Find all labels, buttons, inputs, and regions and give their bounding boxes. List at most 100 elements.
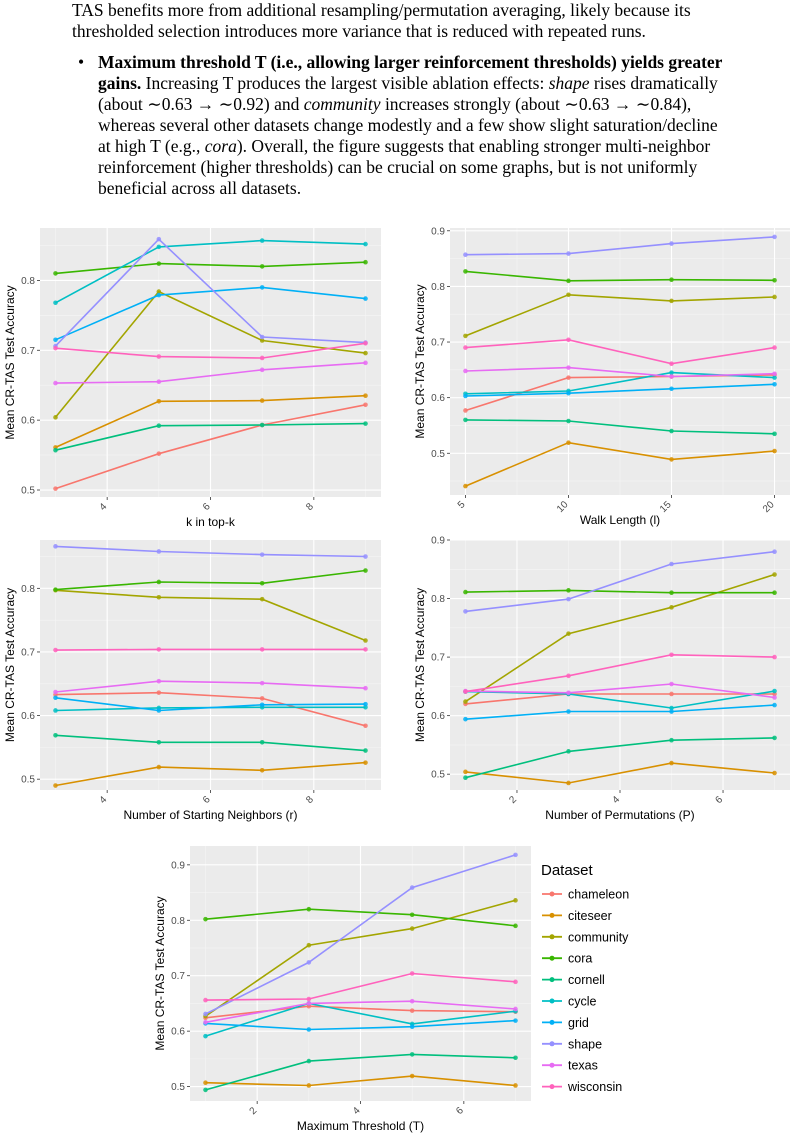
data-point-shape (566, 251, 571, 256)
data-point-cora (566, 588, 571, 593)
data-point-wisconsin (772, 654, 777, 660)
y-tick-label: 0.5 (431, 449, 445, 460)
data-point-cycle (772, 375, 777, 380)
y-tick-label: 0.9 (171, 860, 185, 871)
legend-label: cycle (568, 995, 597, 1009)
legend-label: citeseer (568, 909, 612, 923)
data-point-cornell (566, 418, 571, 424)
data-point-wisconsin (203, 997, 208, 1003)
data-point-cornell (156, 423, 162, 429)
data-point-cora (306, 906, 312, 912)
data-point-grid (669, 386, 674, 392)
data-point-cycle (53, 300, 58, 306)
data-point-texas (203, 1019, 208, 1025)
data-point-shape (53, 544, 58, 549)
data-point-shape (669, 561, 674, 567)
data-point-grid (363, 701, 368, 707)
data-point-chameleon (409, 1008, 415, 1013)
data-point-chameleon (156, 451, 162, 456)
data-point-cornell (409, 1052, 415, 1057)
data-point-shape (259, 552, 265, 557)
data-point-community (156, 289, 162, 294)
data-point-grid (306, 1027, 312, 1032)
data-point-texas (669, 681, 674, 687)
x-tick-label: 8 (304, 794, 316, 806)
data-point-cornell (363, 748, 368, 753)
data-point-wisconsin (513, 979, 518, 985)
data-point-grid (259, 285, 265, 290)
series-line-cycle (205, 1002, 516, 1037)
data-point-texas (259, 680, 265, 686)
data-point-community (566, 292, 571, 298)
data-point-citeseer (363, 393, 368, 398)
series-line-texas (55, 680, 366, 693)
chart-panel-5: 0.5 0.6 0.7 0.8 0.9 2 4 6 Maximum Threshold (T) M… (153, 846, 531, 1133)
x-tick-label: 2 (507, 794, 519, 806)
chart-panel-1: 0.5 0.6 0.7 0.8 4 6 8 k in top-k Mean CR-TAS Tes… (3, 228, 381, 529)
data-point-citeseer (363, 760, 368, 765)
series-line-cycle (465, 690, 775, 709)
legend-key-point (549, 934, 555, 940)
data-point-wisconsin (306, 996, 312, 1002)
x-axis-label: Number of Starting Neighbors (r) (123, 808, 297, 822)
y-tick-label: 0.5 (171, 1082, 185, 1093)
y-tick-label: 0.8 (431, 594, 445, 605)
legend-key-point (549, 1062, 555, 1068)
data-point-cycle (363, 241, 368, 247)
data-point-community (363, 350, 368, 356)
data-point-community (259, 338, 265, 343)
data-point-cycle (259, 238, 265, 243)
data-point-cora (53, 587, 58, 592)
series-line-cora (465, 270, 775, 282)
data-point-cornell (259, 739, 265, 745)
y-tick-label: 0.6 (171, 1027, 185, 1038)
data-point-citeseer (203, 1080, 208, 1086)
series-line-texas (465, 366, 775, 378)
series-line-cornell (55, 734, 366, 752)
series-line-citeseer (205, 1075, 516, 1087)
legend-item-grid: grid (542, 1016, 589, 1030)
data-point-texas (772, 695, 777, 700)
data-point-wisconsin (363, 647, 368, 652)
data-point-texas (306, 1001, 312, 1006)
y-tick-label: 0.6 (431, 393, 445, 404)
data-point-shape (513, 852, 518, 858)
x-tick-label: 4 (98, 794, 110, 806)
y-tick-label: 0.7 (21, 647, 35, 658)
data-point-grid (156, 292, 162, 298)
data-point-cycle (772, 688, 777, 694)
series-line-community (205, 899, 516, 1017)
y-tick-label: 0.5 (21, 775, 35, 786)
series-line-community (465, 293, 775, 337)
chart-panel-2: 0.5 0.6 0.7 0.8 0.9 5 10 15 20 Walk Length (l) Mea… (413, 226, 790, 527)
series-line-citeseer (55, 394, 366, 449)
data-point-texas (566, 365, 571, 370)
data-point-wisconsin (463, 689, 468, 694)
data-point-wisconsin (156, 354, 162, 359)
data-point-citeseer (259, 767, 265, 773)
data-point-chameleon (259, 696, 265, 701)
data-point-cycle (203, 1033, 208, 1039)
data-point-chameleon (363, 723, 368, 729)
y-tick-label: 0.8 (431, 282, 445, 293)
legend-key-point (549, 955, 555, 961)
data-point-cora (463, 589, 468, 595)
y-axis-label: Mean CR-TAS Test Accuracy (153, 896, 167, 1050)
data-point-cora (156, 579, 162, 585)
data-point-wisconsin (463, 345, 468, 350)
x-tick-label: 15 (658, 499, 674, 515)
data-point-grid (566, 390, 571, 396)
data-point-chameleon (53, 486, 58, 491)
data-point-shape (203, 1011, 208, 1017)
legend-key-point (549, 998, 555, 1004)
data-point-texas (363, 685, 368, 691)
data-point-shape (772, 549, 777, 555)
x-tick-label: 20 (761, 499, 777, 515)
series-line-cornell (465, 419, 775, 435)
y-tick-label: 0.6 (21, 711, 35, 722)
x-tick-label: 6 (201, 501, 213, 513)
y-tick-label: 0.7 (21, 346, 35, 357)
x-tick-label: 8 (304, 501, 316, 513)
x-tick-label: 6 (713, 794, 725, 806)
